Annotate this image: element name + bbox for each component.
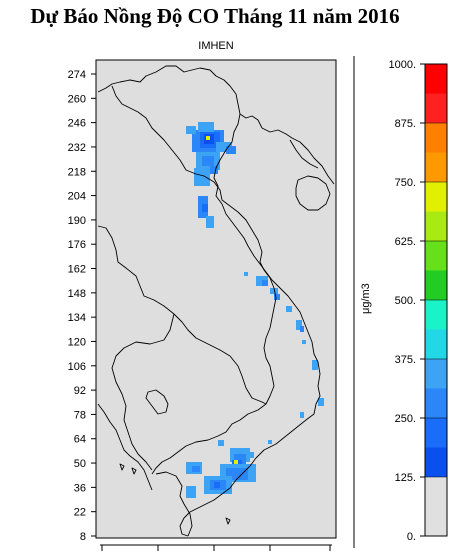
colorbar-band: [425, 64, 447, 94]
cambodia-vietnam-border: [151, 403, 267, 475]
colorbar-label: 750.: [395, 177, 416, 189]
y-tick-label: 8: [80, 531, 86, 543]
colorbar-label: 1000.: [388, 59, 416, 71]
colorbar-band: [425, 152, 447, 182]
y-tick-label: 64: [74, 434, 86, 446]
map-subtitle: IMHEN: [198, 40, 234, 52]
colorbar-band: [425, 270, 447, 300]
colorbar-band: [425, 447, 447, 477]
colorbar-label: 625.: [395, 236, 416, 248]
y-tick-label: 120: [68, 336, 86, 348]
country-boundaries: [97, 65, 335, 537]
colorbar-band: [425, 477, 447, 536]
colorbar-label: 500.: [395, 295, 416, 307]
page-title: Dự Báo Nồng Độ CO Tháng 11 năm 2016: [30, 4, 400, 28]
y-tick-label: 176: [68, 239, 86, 251]
vietnam-china-border: [97, 65, 263, 129]
hotspot-south: [186, 440, 272, 498]
leizhou-peninsula: [289, 139, 319, 169]
colorbar-label: 0.: [407, 531, 416, 543]
hainan-island: [295, 175, 331, 211]
tonle-sap-lake: [145, 389, 169, 415]
unit-label: μg/m3: [360, 283, 372, 314]
china-south-coast: [261, 127, 335, 185]
colorbar-band: [425, 329, 447, 359]
colorbar-band: [425, 300, 447, 330]
y-tick-label: 134: [68, 312, 86, 324]
hotspot-central: [244, 272, 324, 418]
thailand-cambodia-border: [111, 313, 175, 471]
y-tick-label: 50: [74, 458, 86, 470]
colorbar-label: 375.: [395, 354, 416, 366]
colorbar-band: [425, 123, 447, 153]
y-tick-label: 274: [68, 69, 86, 81]
y-tick-label: 260: [68, 93, 86, 105]
vietnam-laos-border: [111, 85, 277, 405]
colorbar-label: 875.: [395, 118, 416, 130]
y-tick-label: 148: [68, 288, 86, 300]
mekong-west-coast: [155, 471, 193, 537]
y-tick-label: 232: [68, 142, 86, 154]
colorbar-label: 125.: [395, 472, 416, 484]
colorbar-band: [425, 93, 447, 123]
colorbar-band: [425, 182, 447, 212]
colorbar-label: 250.: [395, 413, 416, 425]
y-tick-label: 246: [68, 118, 86, 130]
colorbar-bands: [425, 64, 447, 536]
y-tick-label: 22: [74, 507, 86, 519]
thailand-gulf-coast: [97, 403, 153, 491]
pollution-hotspots: [186, 122, 324, 498]
vietnam-coastline: [179, 113, 321, 537]
offshore-islands: [119, 463, 231, 525]
colorbar-band: [425, 418, 447, 448]
y-tick-label: 78: [74, 409, 86, 421]
colorbar-band: [425, 241, 447, 271]
colorbar-band: [425, 388, 447, 418]
y-tick-label: 106: [68, 361, 86, 373]
colorbar-labels: 1000. 875. 750. 625. 500. 375. 250. 125. 0.: [388, 59, 447, 543]
colorbar-band: [425, 211, 447, 241]
y-tick-label: 92: [74, 385, 86, 397]
y-tick-label: 190: [68, 215, 86, 227]
y-tick-label: 218: [68, 166, 86, 178]
y-tick-label: 204: [68, 191, 86, 203]
colorbar-band: [425, 359, 447, 389]
laos-thailand-border: [97, 225, 267, 405]
longitude-axis: [100, 544, 332, 551]
y-tick-label: 36: [74, 482, 86, 494]
hotspot-north: [186, 122, 236, 228]
latitude-axis: 274 260 246 232 218 204 190 176 162 148 134 120 106 9…: [68, 60, 97, 543]
y-tick-label: 162: [68, 264, 86, 276]
